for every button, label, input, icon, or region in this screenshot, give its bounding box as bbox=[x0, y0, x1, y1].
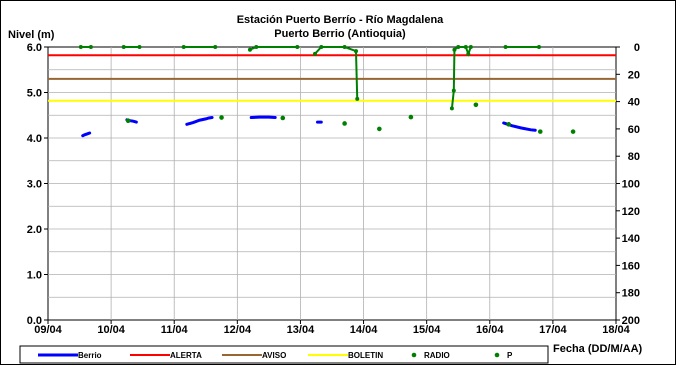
legend-label-p: P bbox=[507, 351, 513, 360]
series-p-point bbox=[504, 45, 508, 49]
series-p-point bbox=[122, 45, 126, 49]
series-p-point bbox=[295, 45, 299, 49]
y-tick-label: 3.0 bbox=[27, 179, 42, 191]
y2-tick-label: 20 bbox=[628, 69, 640, 81]
legend-swatch-p bbox=[495, 353, 500, 358]
x-tick-label: 16/04 bbox=[476, 324, 504, 336]
series-radio-point bbox=[280, 116, 285, 121]
legend-label-boletin: BOLETIN bbox=[348, 351, 383, 360]
y2-tick-label: 140 bbox=[622, 233, 640, 245]
x-tick-label: 17/04 bbox=[539, 324, 567, 336]
y2-tick-label: 40 bbox=[628, 97, 640, 109]
chart-subtitle: Puerto Berrio (Antioquia) bbox=[274, 28, 406, 40]
legend-label-radio: RADIO bbox=[424, 351, 450, 360]
series-p-point bbox=[452, 48, 456, 52]
series-p-point bbox=[355, 97, 359, 101]
chart-title: Estación Puerto Berrío - Río Magdalena bbox=[237, 14, 444, 26]
series-p-point bbox=[469, 45, 473, 49]
series-p-point bbox=[464, 45, 468, 49]
series-p-point bbox=[138, 45, 142, 49]
series-radio-point bbox=[474, 102, 479, 107]
legend: Berrio ALERTA AVISO BOLETIN RADIO P bbox=[20, 346, 548, 363]
x-tick-label: 14/04 bbox=[350, 324, 378, 336]
legend-label-aviso: AVISO bbox=[262, 351, 286, 360]
series-p-point bbox=[319, 45, 323, 49]
x-tick-label: 13/04 bbox=[287, 324, 315, 336]
y2-tick-label: 80 bbox=[628, 151, 640, 163]
legend-swatch-radio bbox=[412, 353, 417, 358]
series-radio-point bbox=[571, 129, 576, 134]
series-p-point bbox=[213, 45, 217, 49]
series-p-point bbox=[466, 52, 470, 56]
x-axis-label: Fecha (DD/M/AA) bbox=[553, 343, 643, 355]
series-radio-point bbox=[506, 122, 511, 127]
series-p-point bbox=[456, 45, 460, 49]
y-tick-label: 5.0 bbox=[27, 88, 42, 100]
series-radio-point bbox=[409, 115, 414, 120]
series-p-point bbox=[537, 45, 541, 49]
series-radio-point bbox=[377, 127, 382, 132]
series-radio-point bbox=[126, 118, 131, 123]
series-p-point bbox=[248, 48, 252, 52]
y-tick-label: 4.0 bbox=[27, 133, 42, 145]
y-tick-label: 0.0 bbox=[27, 315, 42, 327]
series-radio-point bbox=[342, 121, 347, 126]
x-tick-label: 15/04 bbox=[413, 324, 441, 336]
y2-tick-label: 160 bbox=[622, 260, 640, 272]
series-radio-point bbox=[219, 115, 224, 120]
y2-tick-label: 60 bbox=[628, 124, 640, 136]
series-p-point bbox=[450, 106, 454, 110]
series-p-point bbox=[313, 52, 317, 56]
legend-label-berrio: Berrio bbox=[78, 351, 102, 360]
y2-tick-label: 100 bbox=[622, 179, 640, 191]
series-p-point bbox=[452, 89, 456, 93]
x-tick-label: 10/04 bbox=[97, 324, 125, 336]
series-p-point bbox=[79, 45, 83, 49]
legend-label-alerta: ALERTA bbox=[170, 351, 202, 360]
series-p-point bbox=[354, 49, 358, 53]
series-p-point bbox=[89, 45, 93, 49]
series-radio-point bbox=[538, 129, 543, 134]
y-axis-label: Nivel (m) bbox=[8, 29, 55, 41]
series-p-point bbox=[343, 45, 347, 49]
y-tick-label: 6.0 bbox=[27, 42, 42, 54]
y2-tick-label: 180 bbox=[622, 288, 640, 300]
y2-tick-label: 0 bbox=[634, 42, 640, 54]
y-tick-label: 1.0 bbox=[27, 270, 42, 282]
x-tick-label: 11/04 bbox=[161, 324, 189, 336]
series-p-point bbox=[182, 45, 186, 49]
x-tick-label: 12/04 bbox=[224, 324, 252, 336]
y2-tick-label: 200 bbox=[622, 315, 640, 327]
series-p-point bbox=[254, 45, 258, 49]
y2-tick-label: 120 bbox=[622, 206, 640, 218]
y-tick-label: 2.0 bbox=[27, 224, 42, 236]
